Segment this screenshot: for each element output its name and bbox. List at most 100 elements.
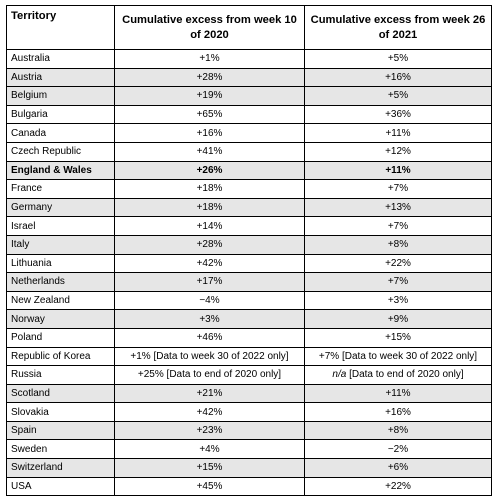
table-row: Sweden +4% −2% <box>6 439 492 460</box>
excess-2021-cell: +8% <box>304 420 492 441</box>
excess-2021-cell: +7% <box>304 216 492 236</box>
excess-2020-cell: +41% <box>114 141 305 162</box>
table-row: Israel +14% +7% <box>6 216 492 236</box>
table-row: New Zealand −4% +3% <box>6 290 492 311</box>
excess-2020-cell: +19% <box>114 86 305 106</box>
territory-cell: Austria <box>6 67 115 88</box>
excess-2021-cell: +8% <box>304 234 492 255</box>
header-row: Territory Cumulative excess from week 10… <box>6 5 492 50</box>
excess-2021-cell: +16% <box>304 402 492 422</box>
table-row: Belgium +19% +5% <box>6 86 492 106</box>
table-row: Australia +1% +5% <box>6 49 492 69</box>
territory-cell: New Zealand <box>6 290 115 311</box>
territory-cell: England & Wales <box>6 160 115 181</box>
excess-2020-cell: −4% <box>114 290 305 311</box>
territory-cell: Scotland <box>6 383 115 404</box>
territory-cell: Czech Republic <box>6 141 115 162</box>
excess-2020-cell: +18% <box>114 197 305 218</box>
territory-cell: Australia <box>6 49 115 69</box>
excess-2021-cell: +9% <box>304 309 492 329</box>
excess-2020-cell: +28% <box>114 67 305 88</box>
table-row: Spain +23% +8% <box>6 420 492 441</box>
excess-2020-cell: +46% <box>114 327 305 348</box>
excess-2021-cell: +5% <box>304 86 492 106</box>
table-row: USA +45% +22% <box>6 476 492 497</box>
table-row: Austria +28% +16% <box>6 67 492 88</box>
excess-2020-cell: +14% <box>114 216 305 236</box>
excess-2020-cell: +16% <box>114 123 305 143</box>
header-territory: Territory <box>6 5 115 50</box>
excess-2021-cell: +3% <box>304 290 492 311</box>
excess-2020-cell: +21% <box>114 383 305 404</box>
excess-2021-cell: +7% <box>304 272 492 292</box>
table-row: Republic of Korea +1% [Data to week 30 of… <box>6 346 492 367</box>
territory-cell: Bulgaria <box>6 104 115 125</box>
territory-cell: USA <box>6 476 115 497</box>
excess-2020-cell: +1% <box>114 49 305 69</box>
excess-2021-cell: +22% <box>304 253 492 274</box>
table-row: England & Wales +26% +11% <box>6 160 492 181</box>
table-row: Bulgaria +65% +36% <box>6 104 492 125</box>
excess-2020-cell: +15% <box>114 458 305 478</box>
table-row: Netherlands +17% +7% <box>6 272 492 292</box>
table-row: Russia +25% [Data to end of 2020 only] n/a… <box>6 365 492 385</box>
header-excess-week26-2021: Cumulative excess from week 26 of 2021 <box>304 5 492 50</box>
excess-2020-cell: +26% <box>114 160 305 181</box>
territory-cell: Belgium <box>6 86 115 106</box>
excess-2021-cell: +11% <box>304 160 492 181</box>
excess-2020-cell: +18% <box>114 179 305 199</box>
table-row: Norway +3% +9% <box>6 309 492 329</box>
excess-2020-cell: +4% <box>114 439 305 460</box>
excess-2021-cell: +36% <box>304 104 492 125</box>
excess-2020-cell: +1% [Data to week 30 of 2022 only] <box>114 346 305 367</box>
excess-2020-cell: +3% <box>114 309 305 329</box>
table-row: Czech Republic +41% +12% <box>6 141 492 162</box>
territory-cell: Israel <box>6 216 115 236</box>
excess-2020-cell: +28% <box>114 234 305 255</box>
excess-2021-cell: +13% <box>304 197 492 218</box>
territory-cell: Italy <box>6 234 115 255</box>
territory-cell: Canada <box>6 123 115 143</box>
excess-mortality-table: Territory Cumulative excess from week 10… <box>6 5 492 497</box>
excess-2021-cell: −2% <box>304 439 492 460</box>
excess-2021-cell: +11% <box>304 123 492 143</box>
excess-2021-cell: +6% <box>304 458 492 478</box>
territory-cell: Slovakia <box>6 402 115 422</box>
excess-2021-cell: n/a [Data to end of 2020 only] <box>304 365 492 385</box>
table-row: Canada +16% +11% <box>6 123 492 143</box>
territory-cell: Russia <box>6 365 115 385</box>
header-excess-week10-2020: Cumulative excess from week 10 of 2020 <box>114 5 305 50</box>
excess-2021-cell: +22% <box>304 476 492 497</box>
excess-2021-cell: +7% [Data to week 30 of 2022 only] <box>304 346 492 367</box>
territory-cell: Norway <box>6 309 115 329</box>
excess-2021-cell: +5% <box>304 49 492 69</box>
table-row: Scotland +21% +11% <box>6 383 492 404</box>
territory-cell: Lithuania <box>6 253 115 274</box>
territory-cell: Switzerland <box>6 458 115 478</box>
territory-cell: Poland <box>6 327 115 348</box>
table-row: Poland +46% +15% <box>6 327 492 348</box>
table-row: Italy +28% +8% <box>6 234 492 255</box>
territory-cell: Republic of Korea <box>6 346 115 367</box>
territory-cell: Netherlands <box>6 272 115 292</box>
not-available-label: n/a <box>332 369 347 381</box>
excess-2021-cell: +15% <box>304 327 492 348</box>
excess-2021-cell: +11% <box>304 383 492 404</box>
territory-cell: Spain <box>6 420 115 441</box>
excess-2021-cell: +16% <box>304 67 492 88</box>
excess-2020-cell: +25% [Data to end of 2020 only] <box>114 365 305 385</box>
excess-2020-cell: +45% <box>114 476 305 497</box>
territory-cell: Sweden <box>6 439 115 460</box>
table-row: France +18% +7% <box>6 179 492 199</box>
table-row: Germany +18% +13% <box>6 197 492 218</box>
territory-cell: France <box>6 179 115 199</box>
table-row: Slovakia +42% +16% <box>6 402 492 422</box>
excess-2020-cell: +65% <box>114 104 305 125</box>
table-row: Lithuania +42% +22% <box>6 253 492 274</box>
excess-2020-cell: +17% <box>114 272 305 292</box>
excess-2020-cell: +23% <box>114 420 305 441</box>
excess-2020-cell: +42% <box>114 253 305 274</box>
excess-2021-cell: +7% <box>304 179 492 199</box>
territory-cell: Germany <box>6 197 115 218</box>
excess-2021-cell: +12% <box>304 141 492 162</box>
